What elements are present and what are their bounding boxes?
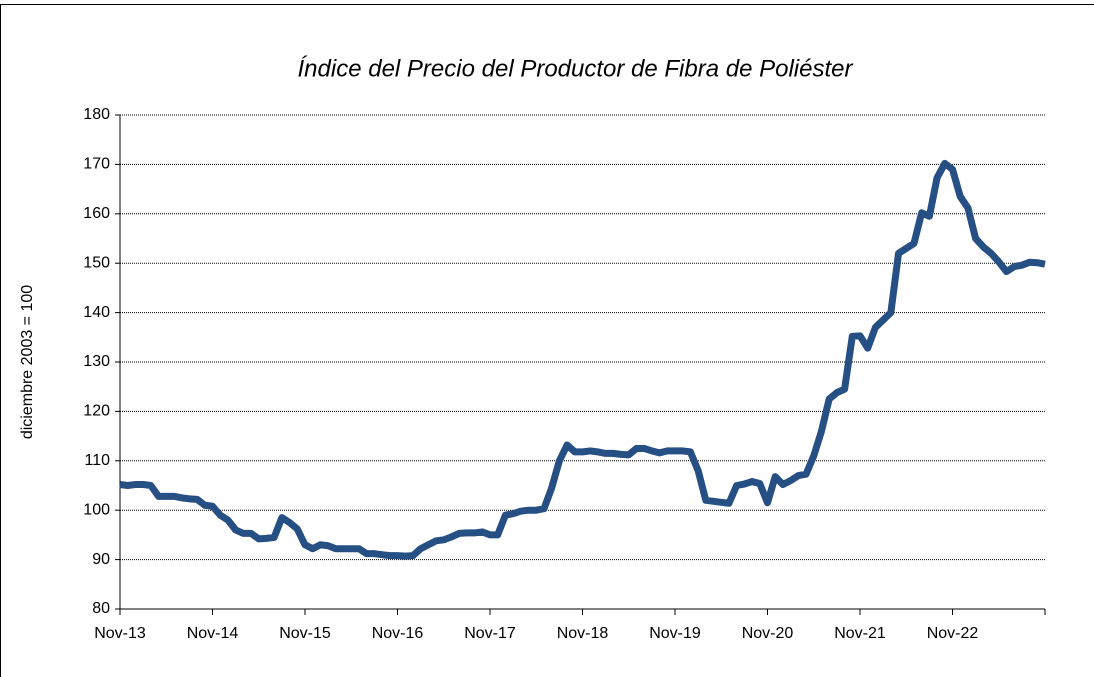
y-tick-label: 180 [83,106,110,123]
x-tick-label: Nov-13 [94,625,146,642]
x-tick-label: Nov-17 [464,625,516,642]
x-tick-label: Nov-15 [279,625,331,642]
y-tick-label: 80 [92,600,110,617]
y-tick-label: 90 [92,551,110,568]
y-tick-label: 160 [83,205,110,222]
x-tick-label: Nov-19 [649,625,701,642]
chart-title: Índice del Precio del Productor de Fibra… [298,55,854,82]
y-tick-label: 140 [83,304,110,321]
y-tick-label: 110 [84,452,110,469]
x-tick-label: Nov-16 [372,625,424,642]
x-tick-label: Nov-18 [557,625,609,642]
y-tick-label: 120 [83,403,110,420]
x-tick-label: Nov-22 [927,625,979,642]
y-tick-label: 100 [83,501,110,518]
x-tick-label: Nov-21 [834,625,886,642]
y-tick-label: 170 [83,156,110,173]
y-tick-label: 150 [83,254,110,271]
x-tick-label: Nov-20 [742,625,794,642]
x-tick-label: Nov-14 [187,625,239,642]
y-axis-label: diciembre 2003 = 100 [19,285,36,439]
chart-frame [0,4,1094,677]
y-tick-label: 130 [83,353,110,370]
data-line [119,159,1046,560]
